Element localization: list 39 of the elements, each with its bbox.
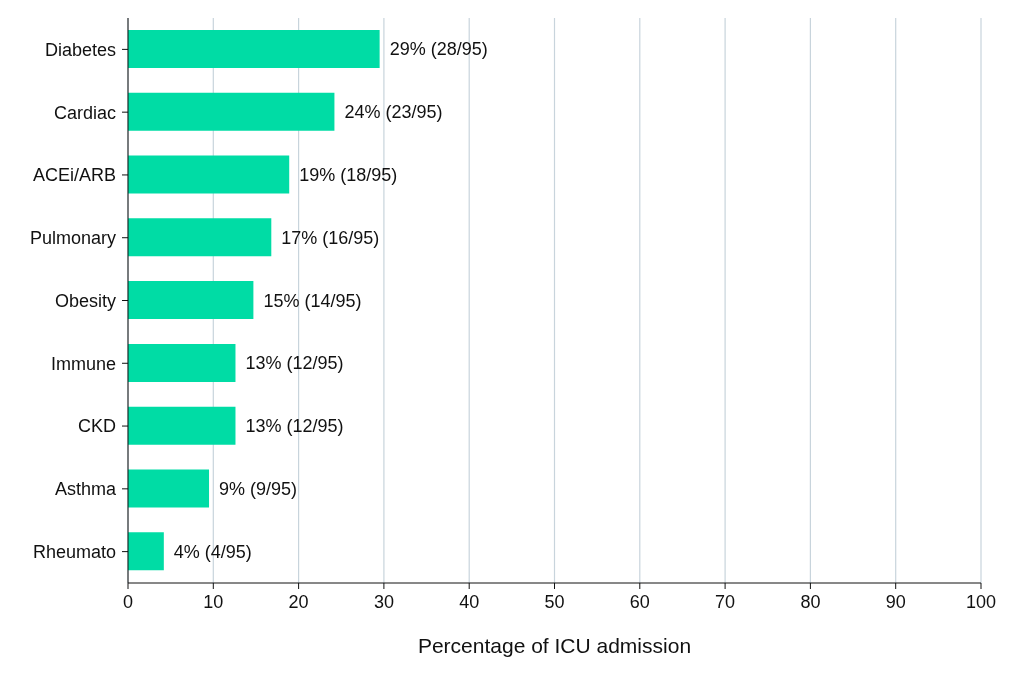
data-label: 24% (23/95) [344, 102, 443, 123]
bar [128, 406, 236, 445]
y-tick-label: Diabetes [44, 39, 116, 60]
y-tick-label: Asthma [54, 479, 117, 500]
data-label: 13% (12/95) [245, 353, 344, 374]
bar [128, 469, 210, 508]
x-tick-label: 50 [544, 591, 565, 612]
y-tick-label: Pulmonary [29, 228, 116, 249]
data-label: 4% (4/95) [173, 541, 252, 562]
data-label: 29% (28/95) [389, 39, 488, 60]
x-tick-label: 80 [800, 591, 821, 612]
x-axis-title: Percentage of ICU admission [417, 634, 692, 657]
bar [128, 532, 164, 571]
data-label: 17% (16/95) [281, 227, 380, 248]
x-tick-label: 30 [373, 591, 394, 612]
x-tick-label: 0 [122, 591, 134, 612]
y-tick-label: Cardiac [53, 102, 116, 123]
y-tick-label: Immune [50, 353, 116, 374]
x-tick-label: 70 [715, 591, 736, 612]
y-tick-label: ACEi/ARB [32, 165, 116, 186]
bar [128, 92, 335, 131]
y-tick-label: Obesity [54, 290, 116, 311]
data-label: 13% (12/95) [245, 416, 344, 437]
bar [128, 343, 236, 382]
x-tick-label: 90 [885, 591, 906, 612]
data-label: 19% (18/95) [299, 164, 398, 185]
bar [128, 155, 290, 194]
x-tick-label: 20 [288, 591, 309, 612]
x-tick-label: 100 [965, 591, 997, 612]
y-tick-label: Rheumato [32, 542, 116, 562]
x-tick-label: 60 [629, 591, 650, 612]
x-tick-label: 40 [459, 591, 480, 612]
y-tick-label: CKD [77, 416, 116, 437]
data-label: 9% (9/95) [219, 478, 298, 499]
bar [128, 281, 254, 320]
x-tick-label: 10 [203, 591, 224, 612]
data-label: 15% (14/95) [263, 290, 362, 311]
bar [128, 30, 380, 68]
bar [128, 218, 272, 257]
